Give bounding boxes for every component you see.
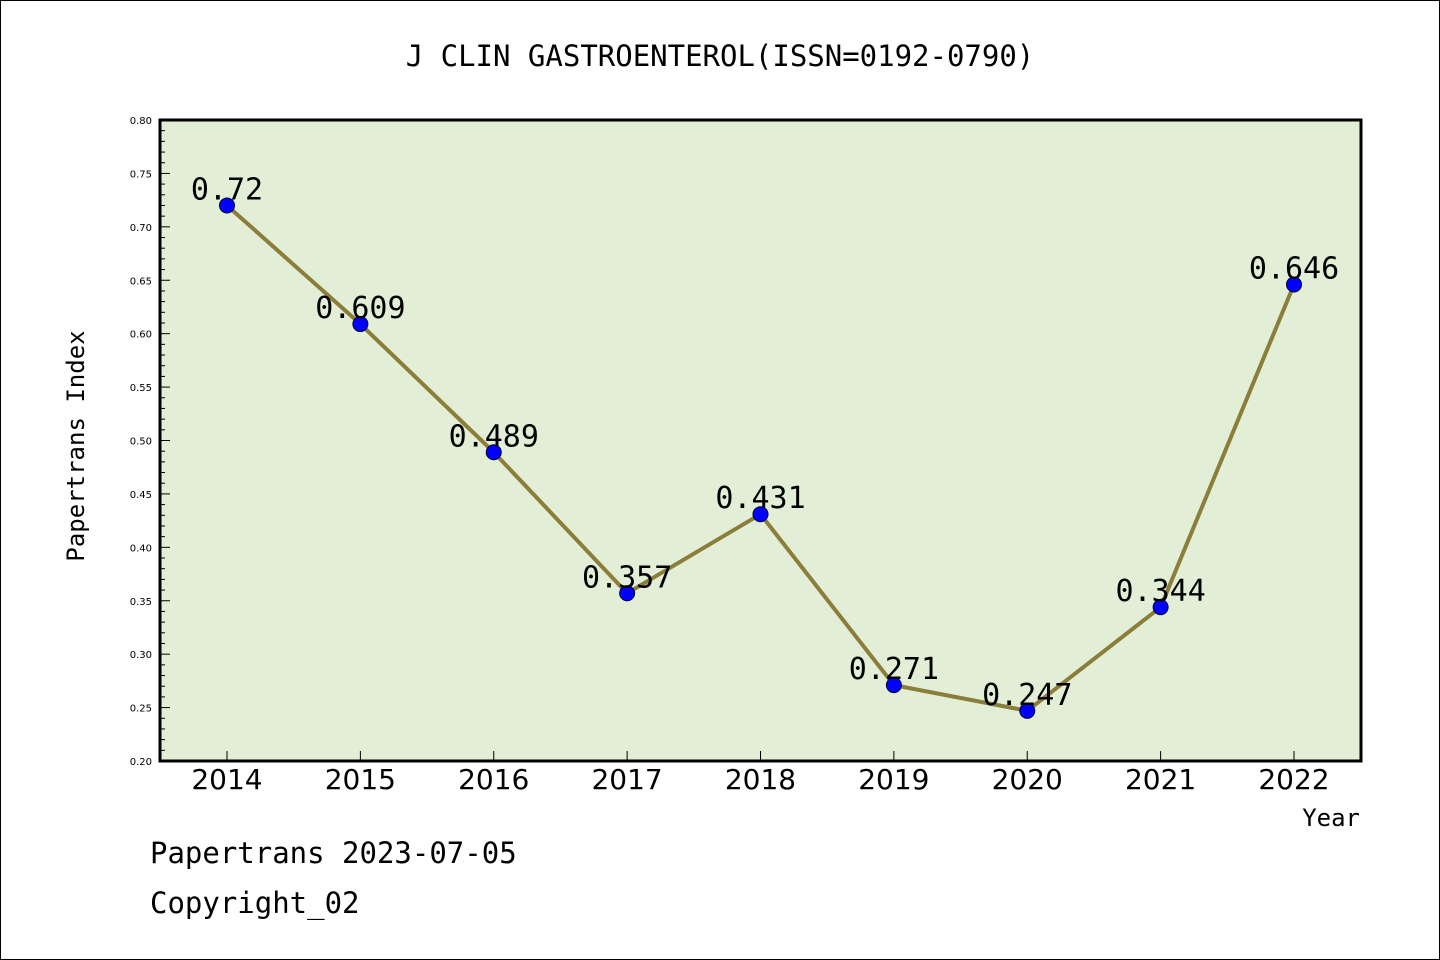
data-label: 0.72 xyxy=(191,172,263,207)
data-label: 0.247 xyxy=(982,678,1072,713)
x-tick-label: 2020 xyxy=(992,763,1063,796)
x-axis-label: Year xyxy=(1302,804,1360,832)
data-point-marker xyxy=(1019,702,1036,719)
y-axis-label: Papertrans Index xyxy=(62,330,90,561)
y-tick-label: 0.50 xyxy=(130,437,152,448)
y-tick-label: 0.25 xyxy=(130,704,152,715)
data-label: 0.609 xyxy=(315,291,405,326)
y-tick-label: 0.20 xyxy=(130,757,152,768)
x-tick-label: 2017 xyxy=(591,763,662,796)
data-point-marker xyxy=(1152,599,1169,616)
x-tick-label: 2018 xyxy=(725,763,796,796)
y-axis-ticks xyxy=(160,119,170,762)
x-tick-label: 2014 xyxy=(191,763,262,796)
chart-title: J CLIN GASTROENTEROL(ISSN=0192-0790) xyxy=(406,39,1035,73)
y-axis-tick-labels: 0.20 0.25 0.30 0.35 0.40 0.45 0.50 0.55 0.60 0.65… xyxy=(130,116,152,768)
y-tick-label: 0.30 xyxy=(130,650,152,661)
y-tick-label: 0.70 xyxy=(130,223,152,234)
data-label: 0.357 xyxy=(582,560,672,595)
y-tick-label: 0.75 xyxy=(130,169,152,180)
y-tick-label: 0.45 xyxy=(130,490,152,501)
data-label: 0.344 xyxy=(1115,574,1205,609)
x-tick-label: 2022 xyxy=(1258,763,1329,796)
x-tick-label: 2019 xyxy=(858,763,929,796)
x-tick-label: 2021 xyxy=(1125,763,1196,796)
x-tick-label: 2016 xyxy=(458,763,529,796)
data-label: 0.489 xyxy=(449,419,539,454)
copyright-text: Copyright_02 xyxy=(150,886,360,920)
data-point-marker xyxy=(619,585,636,602)
source-date-text: Papertrans 2023-07-05 xyxy=(150,836,517,870)
data-label: 0.431 xyxy=(715,481,805,516)
data-label: 0.646 xyxy=(1249,252,1339,287)
data-point-marker xyxy=(752,506,769,523)
y-tick-label: 0.80 xyxy=(130,116,152,127)
data-point-marker xyxy=(219,197,235,214)
y-tick-label: 0.40 xyxy=(130,543,152,554)
data-point-marker xyxy=(352,316,369,333)
series-papertrans-index: 0.72 0.609 0.489 0.357 0.431 0.271 0.247 0.344 0… xyxy=(191,172,1339,719)
data-point-marker xyxy=(1286,276,1302,293)
x-axis-tick-labels: 2014 2015 2016 2017 2018 2019 2020 2021 2022 xyxy=(191,751,1330,796)
y-tick-label: 0.65 xyxy=(130,276,152,287)
data-point-marker xyxy=(885,677,902,694)
y-tick-label: 0.35 xyxy=(130,597,152,608)
y-tick-label: 0.60 xyxy=(130,330,152,341)
plot-area xyxy=(158,118,1363,763)
x-tick-label: 2015 xyxy=(325,763,396,796)
y-tick-label: 0.55 xyxy=(130,383,152,394)
data-label: 0.271 xyxy=(849,652,939,687)
data-point-marker xyxy=(485,444,502,461)
